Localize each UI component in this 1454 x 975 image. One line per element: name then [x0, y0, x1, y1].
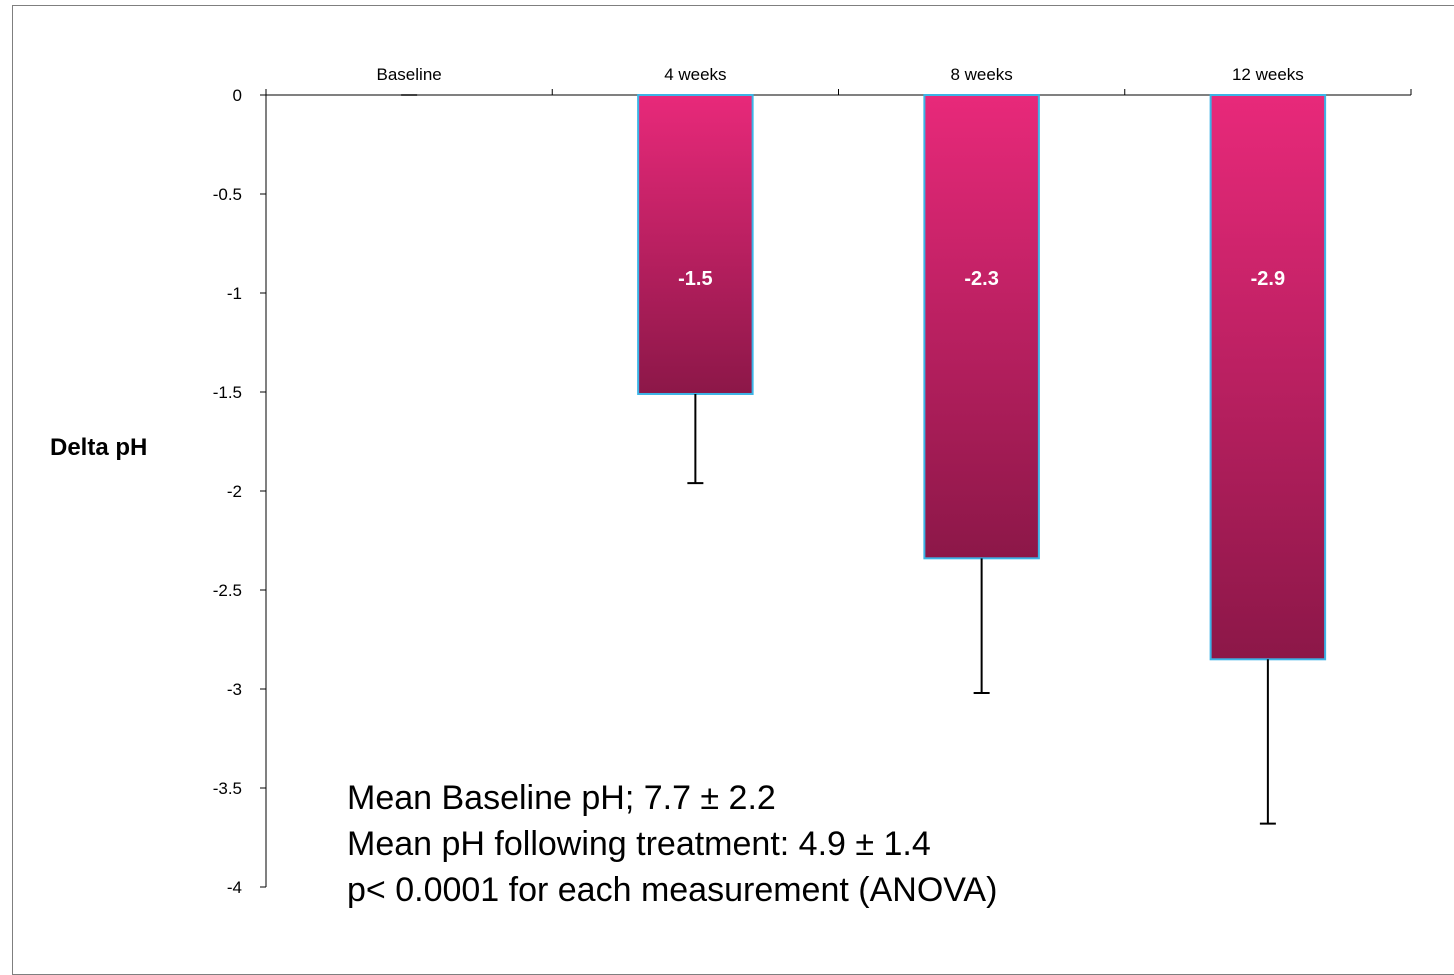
- y-tick-label: -0.5: [213, 185, 242, 204]
- y-axis: 0 -0.5 -1 -1.5 -2 -2.5 -3 -3.5 -4: [213, 86, 267, 897]
- x-category-label: 12 weeks: [1232, 65, 1304, 84]
- bars: -1.5 -2.3 -2.9: [401, 94, 1327, 825]
- annotation-block: Mean Baseline pH; 7.7 ± 2.2 Mean pH foll…: [347, 775, 997, 913]
- y-tick-label: -2.5: [213, 581, 242, 600]
- bar-data-label: -2.3: [964, 268, 998, 290]
- x-category-label: Baseline: [377, 65, 442, 84]
- y-tick-label: -4: [227, 878, 242, 897]
- y-tick-label: 0: [233, 86, 242, 105]
- x-category-label: 8 weeks: [950, 65, 1012, 84]
- y-tick-label: -3.5: [213, 779, 242, 798]
- annotation-p-value: p< 0.0001 for each measurement (ANOVA): [347, 871, 998, 909]
- x-axis: Baseline 4 weeks 8 weeks 12 weeks: [265, 65, 1412, 96]
- bar: [923, 94, 1040, 560]
- y-tick-label: -1: [227, 284, 242, 303]
- annotation-baseline-ph: Mean Baseline pH; 7.7 ± 2.2: [347, 779, 776, 817]
- bar: [637, 94, 754, 395]
- y-tick-label: -1.5: [213, 383, 242, 402]
- annotation-treatment-ph: Mean pH following treatment: 4.9 ± 1.4: [347, 825, 931, 863]
- y-tick-label: -3: [227, 680, 242, 699]
- x-category-label: 4 weeks: [664, 65, 726, 84]
- bar-data-label: -2.9: [1251, 268, 1285, 290]
- bar: [1209, 94, 1327, 661]
- y-tick-label: -2: [227, 482, 242, 501]
- y-axis-label: Delta pH: [50, 434, 147, 461]
- bar-data-label: -1.5: [678, 268, 712, 290]
